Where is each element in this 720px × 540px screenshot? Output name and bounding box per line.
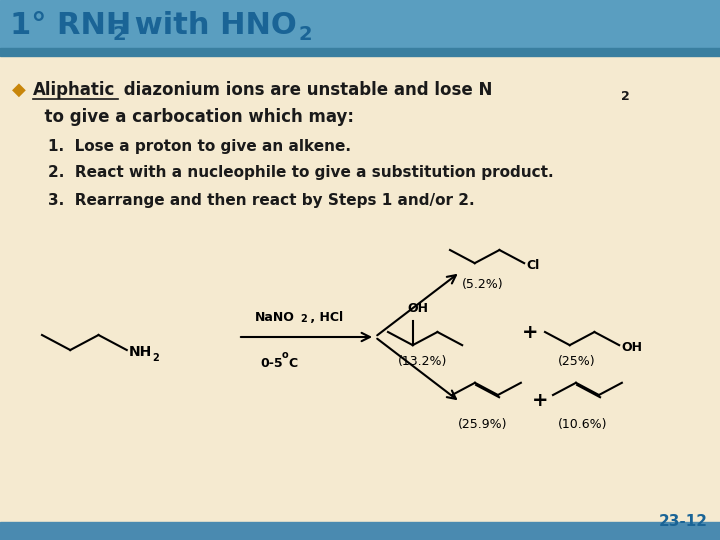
Text: 2: 2 [300, 314, 307, 324]
Text: to give a carbocation which may:: to give a carbocation which may: [33, 108, 354, 126]
Text: Cl: Cl [526, 259, 539, 272]
Text: Aliphatic: Aliphatic [33, 81, 115, 99]
Text: diazonium ions are unstable and lose N: diazonium ions are unstable and lose N [118, 81, 492, 99]
Text: with HNO: with HNO [124, 11, 297, 40]
Text: NH: NH [129, 345, 152, 359]
Text: OH: OH [408, 302, 428, 315]
Text: 2: 2 [152, 353, 158, 363]
Text: o: o [282, 350, 289, 360]
Text: 2.  React with a nucleophile to give a substitution product.: 2. React with a nucleophile to give a su… [48, 165, 554, 180]
Text: +: + [532, 390, 548, 409]
Text: (13.2%): (13.2%) [398, 355, 447, 368]
Bar [0, 0, 720, 50]
Text: 2: 2 [298, 24, 312, 44]
Text: 1.  Lose a proton to give an alkene.: 1. Lose a proton to give an alkene. [48, 138, 351, 153]
Text: (10.6%): (10.6%) [558, 418, 608, 431]
Text: ◆: ◆ [12, 81, 26, 99]
Text: +: + [522, 323, 539, 342]
Text: 1° RNH: 1° RNH [10, 11, 131, 40]
Text: , HCl: , HCl [306, 311, 343, 324]
Text: (25.9%): (25.9%) [458, 418, 508, 431]
Text: C: C [288, 357, 297, 370]
Bar [0, 522, 720, 540]
Text: (25%): (25%) [558, 355, 595, 368]
Text: 2: 2 [113, 24, 127, 44]
Text: OH: OH [621, 341, 642, 354]
Bar [0, 48, 720, 56]
Text: 2: 2 [621, 91, 630, 104]
Text: 3.  Rearrange and then react by Steps 1 and/or 2.: 3. Rearrange and then react by Steps 1 a… [48, 192, 474, 207]
Text: 0-5: 0-5 [260, 357, 283, 370]
Text: (5.2%): (5.2%) [462, 278, 503, 291]
Text: NaNO: NaNO [255, 311, 295, 324]
Text: 23-12: 23-12 [659, 515, 708, 530]
